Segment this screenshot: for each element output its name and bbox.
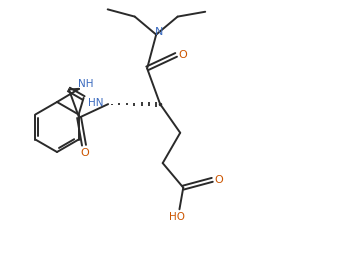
Text: O: O <box>81 148 89 158</box>
Text: N: N <box>155 27 163 37</box>
Text: HN: HN <box>88 98 103 108</box>
Text: O: O <box>215 175 224 185</box>
Text: HO: HO <box>169 212 185 222</box>
Text: O: O <box>179 50 188 60</box>
Text: NH: NH <box>78 79 94 89</box>
